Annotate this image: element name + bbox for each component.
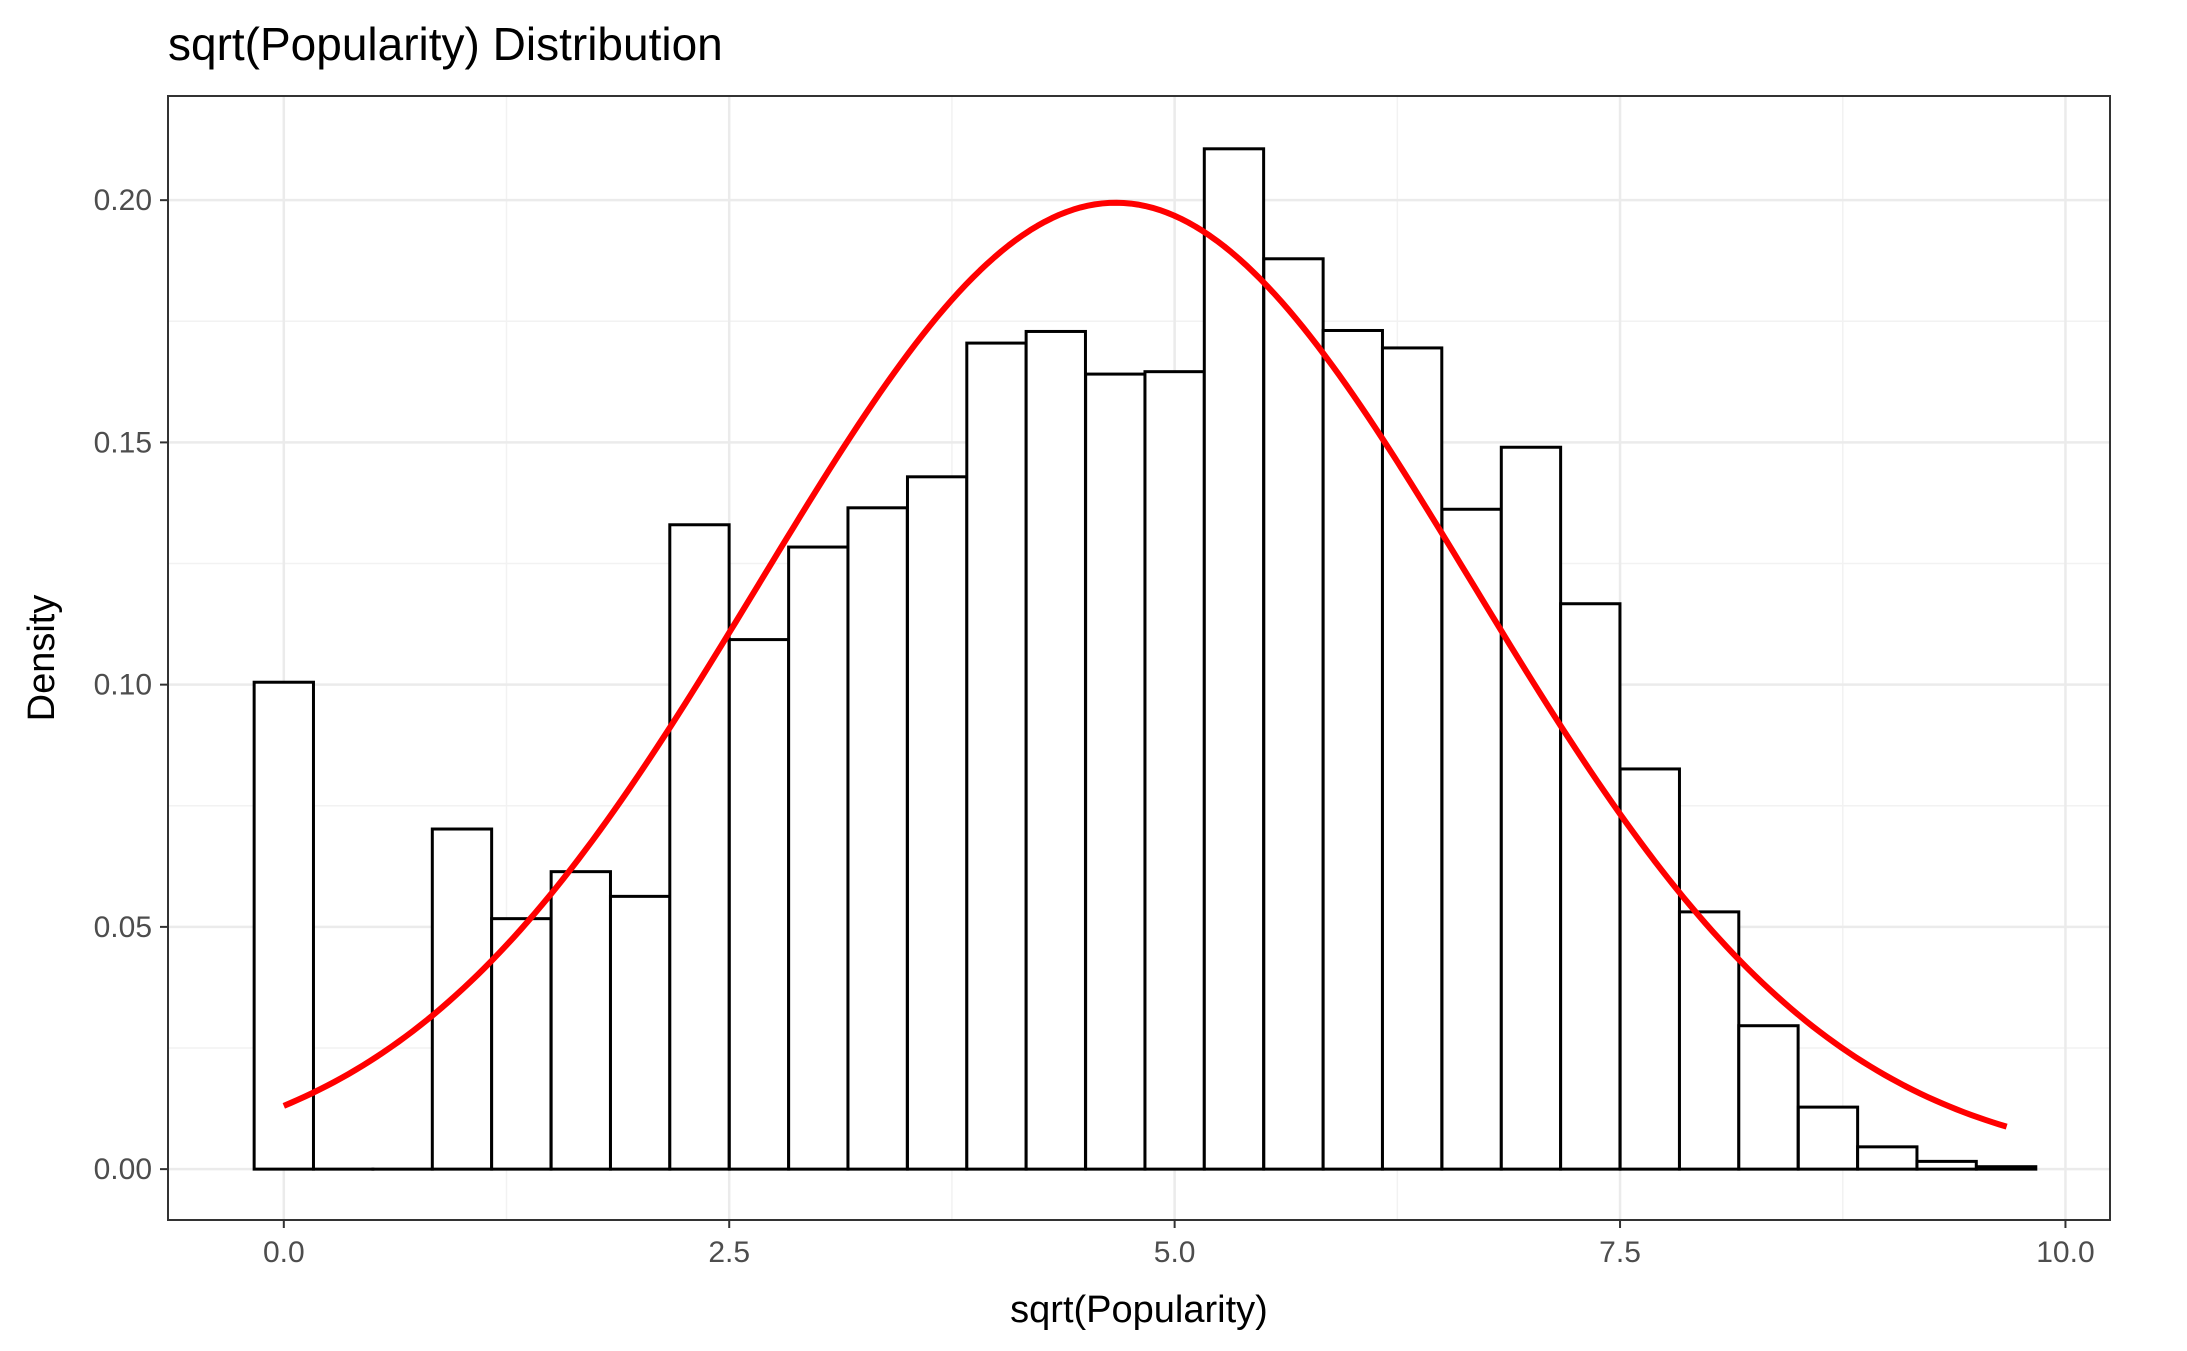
histogram-bar bbox=[1499, 445, 1563, 1171]
x-axis-title: sqrt(Popularity) bbox=[1010, 1289, 1268, 1331]
panel-border bbox=[167, 95, 2111, 1221]
x-tick-label: 0.0 bbox=[263, 1236, 305, 1269]
histogram-bar bbox=[1143, 370, 1206, 1171]
density-curve bbox=[282, 199, 2008, 1130]
histogram-bar bbox=[1202, 147, 1266, 1171]
histogram-bar bbox=[1915, 1159, 1978, 1171]
y-axis-ticks: 0.00 0.05 0.10 0.15 0.20 bbox=[94, 184, 168, 1186]
histogram-bar bbox=[1796, 1105, 1860, 1171]
histogram-bar bbox=[252, 680, 315, 1171]
histogram-bar bbox=[1974, 1165, 2038, 1171]
histogram-bar bbox=[965, 341, 1028, 1171]
histogram-bar bbox=[1380, 346, 1444, 1171]
histogram-bar bbox=[846, 506, 909, 1171]
x-tick-label: 5.0 bbox=[1154, 1236, 1196, 1269]
y-axis-title: Density bbox=[21, 595, 63, 722]
histogram-bar bbox=[608, 894, 672, 1171]
x-axis-ticks: 0.0 2.5 5.0 7.5 10.0 bbox=[263, 1220, 2095, 1269]
y-tick-label: 0.10 bbox=[94, 669, 152, 702]
x-tick-label: 7.5 bbox=[1599, 1236, 1641, 1269]
histogram-bar bbox=[1559, 602, 1622, 1171]
histogram-bar bbox=[1856, 1145, 1919, 1171]
x-tick-label: 2.5 bbox=[708, 1236, 750, 1269]
histogram-bars bbox=[252, 147, 2038, 1171]
y-tick-label: 0.00 bbox=[94, 1153, 152, 1186]
histogram-bar bbox=[549, 870, 612, 1171]
histogram-bar bbox=[1024, 329, 1087, 1171]
histogram-bar bbox=[1321, 328, 1384, 1171]
x-tick-label: 10.0 bbox=[2036, 1236, 2094, 1269]
y-tick-label: 0.20 bbox=[94, 184, 152, 217]
y-tick-label: 0.05 bbox=[94, 911, 152, 944]
histogram-bar bbox=[1737, 1024, 1800, 1171]
histogram-bar bbox=[668, 523, 731, 1171]
histogram-bar bbox=[1440, 507, 1503, 1171]
histogram-bar bbox=[905, 475, 969, 1171]
y-tick-label: 0.15 bbox=[94, 426, 152, 459]
chart-title: sqrt(Popularity) Distribution bbox=[168, 18, 723, 70]
histogram-bar bbox=[430, 827, 494, 1171]
histogram-bar bbox=[727, 638, 791, 1171]
histogram-bar bbox=[490, 917, 553, 1171]
histogram-bar bbox=[1262, 257, 1325, 1171]
density-curve-layer bbox=[282, 199, 2008, 1130]
histogram-bar bbox=[787, 545, 850, 1171]
histogram-bar bbox=[1084, 372, 1147, 1171]
histogram-bar bbox=[1618, 767, 1681, 1171]
